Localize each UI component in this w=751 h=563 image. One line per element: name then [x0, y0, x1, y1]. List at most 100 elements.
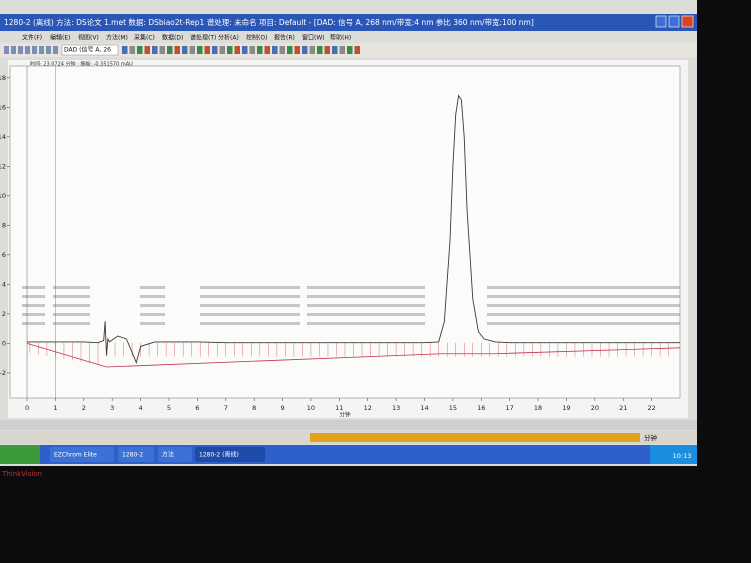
menu-item[interactable]: 分析(A) — [218, 34, 239, 42]
menu-item[interactable]: 视图(V) — [78, 34, 99, 42]
tool-icon[interactable] — [53, 46, 58, 54]
tool-icon[interactable] — [167, 46, 173, 54]
tool-icon[interactable] — [144, 46, 151, 54]
y-tick-label: 6 — [2, 251, 6, 259]
peak-annotations — [22, 295, 45, 298]
x-tick-label: 15 — [449, 404, 457, 412]
tool-icon[interactable] — [347, 46, 353, 54]
x-tick-label: 2 — [82, 404, 86, 412]
y-tick-label: 4 — [2, 280, 6, 288]
tool-icon[interactable] — [4, 46, 9, 54]
y-tick-label: 12 — [0, 162, 6, 170]
tool-icon[interactable] — [234, 46, 241, 54]
taskbar-items: EZChrom Elite 1280-2 方法 1280-2 (离线) — [50, 447, 265, 462]
scrollbar[interactable] — [0, 420, 697, 430]
y-tick-label: -2 — [0, 369, 6, 377]
menu-item[interactable]: 方法(M) — [106, 34, 128, 42]
tool-icon[interactable] — [129, 46, 136, 54]
x-tick-label: 1 — [53, 404, 57, 412]
tool-icon[interactable] — [189, 46, 196, 54]
tool-icon[interactable] — [212, 46, 218, 54]
tray — [650, 445, 697, 464]
maximize-button[interactable] — [668, 15, 680, 28]
tool-icon[interactable] — [249, 46, 256, 54]
tool-icon[interactable] — [18, 46, 23, 54]
tool-icon[interactable] — [204, 46, 211, 54]
peak-annotations — [140, 286, 165, 289]
tool-icon[interactable] — [197, 46, 203, 54]
y-tick-label: 8 — [2, 221, 6, 229]
menu-item[interactable]: 帮助(H) — [330, 34, 351, 42]
tool-icon[interactable] — [137, 46, 143, 54]
progress-bar — [310, 433, 640, 442]
tool-icon[interactable] — [122, 46, 128, 54]
peak-annotations — [200, 295, 300, 298]
task-button[interactable] — [50, 447, 114, 462]
task-button[interactable] — [158, 447, 192, 462]
peak-annotations — [487, 304, 680, 307]
tool-icon[interactable] — [264, 46, 271, 54]
clock: 10:13 — [673, 452, 692, 460]
start-button[interactable] — [0, 445, 40, 464]
x-tick-label: 21 — [619, 404, 627, 412]
menu-item[interactable]: 文件(F) — [22, 34, 42, 42]
peak-annotations — [140, 313, 165, 316]
menu-item[interactable]: 窗口(W) — [302, 34, 325, 42]
tool-icon[interactable] — [11, 46, 16, 54]
close-button[interactable] — [681, 15, 694, 28]
peak-annotations — [307, 304, 425, 307]
task-button[interactable] — [118, 447, 154, 462]
menu-item[interactable]: 报告(R) — [274, 34, 295, 42]
menu-item[interactable]: 编辑(E) — [50, 34, 70, 42]
tool-icon[interactable] — [324, 46, 331, 54]
tool-icon[interactable] — [242, 46, 248, 54]
peak-annotations — [487, 322, 680, 325]
task-label: 方法 — [162, 451, 174, 459]
task-button[interactable] — [195, 447, 265, 462]
x-tick-label: 22 — [647, 404, 655, 412]
tool-icon[interactable] — [219, 46, 226, 54]
signal-select[interactable] — [61, 44, 119, 56]
tool-icon[interactable] — [332, 46, 338, 54]
tool-icon[interactable] — [46, 46, 51, 54]
menu-item[interactable]: 控制(O) — [246, 34, 267, 42]
tool-icon[interactable] — [257, 46, 263, 54]
peak-annotations — [200, 286, 300, 289]
tool-icon[interactable] — [272, 46, 278, 54]
tool-icon[interactable] — [279, 46, 286, 54]
plot: -202468101214161801234567891011121314151… — [0, 65, 681, 419]
tool-icon[interactable] — [294, 46, 301, 54]
x-tick-label: 8 — [252, 404, 256, 412]
tool-icon[interactable] — [152, 46, 158, 54]
minimize-button[interactable] — [655, 15, 667, 28]
x-tick-label: 9 — [280, 404, 284, 412]
tool-icon[interactable] — [32, 46, 37, 54]
task-label: 1280-2 — [122, 452, 143, 459]
peak-annotations — [200, 313, 300, 316]
tool-icon[interactable] — [25, 46, 30, 54]
tool-icon[interactable] — [174, 46, 181, 54]
peak-annotations — [200, 304, 300, 307]
y-tick-label: 18 — [0, 74, 6, 82]
tool-icon[interactable] — [302, 46, 308, 54]
tool-icon[interactable] — [227, 46, 233, 54]
tool-icon[interactable] — [339, 46, 346, 54]
tool-icon[interactable] — [287, 46, 293, 54]
x-tick-label: 18 — [534, 404, 542, 412]
y-tick-label: 16 — [0, 103, 6, 111]
peak-annotations — [53, 313, 90, 316]
tool-icon[interactable] — [39, 46, 44, 54]
x-tick-label: 5 — [167, 404, 171, 412]
tool-icon[interactable] — [309, 46, 316, 54]
y-tick-label: 0 — [2, 339, 6, 347]
tool-icon[interactable] — [182, 46, 188, 54]
menu-item[interactable]: 数据(D) — [162, 34, 183, 42]
tool-icon[interactable] — [354, 46, 361, 54]
peak-annotations — [487, 286, 680, 289]
tool-icon[interactable] — [159, 46, 166, 54]
signal-select-text: DAD (信号 A, 26 — [64, 46, 111, 54]
menu-item[interactable]: 采集(C) — [134, 34, 155, 42]
tool-icon[interactable] — [317, 46, 323, 54]
peak-annotations — [487, 295, 680, 298]
menu-item[interactable]: 谱处理(T) — [190, 34, 216, 42]
